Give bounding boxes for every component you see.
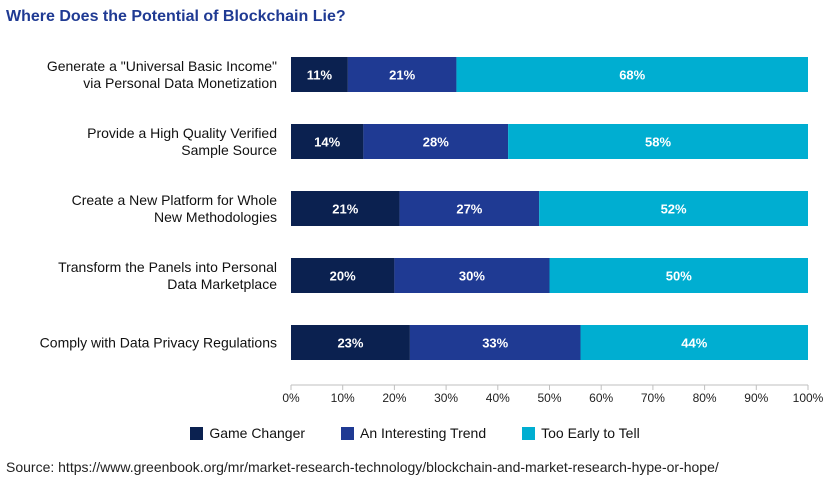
bar-segment [580,325,808,360]
category-label: Data Marketplace [167,276,277,292]
legend-swatch [341,426,355,440]
bar-segment [347,57,457,92]
bar-value-label: 23% [337,336,363,351]
bar-segment [508,124,808,159]
legend-item: Game Changer [190,425,305,441]
legend: Game Changer An Interesting Trend Too Earl… [0,425,830,441]
bar-value-label: 58% [645,135,671,150]
bar-segment [363,124,509,159]
category-label: Transform the Panels into Personal [58,259,277,275]
bar-segment [409,325,581,360]
bars: 11% 21% 68% 14% 28% 58% 21% 27% 52% 20% 30% 50% 23% 3… [291,57,808,360]
bar-value-label: 20% [330,269,356,284]
bar-value-label: 27% [456,202,482,217]
bar-segment [399,191,540,226]
legend-item: Too Early to Tell [522,425,640,441]
x-tick-label: 100% [793,391,824,405]
x-tick-label: 40% [486,391,510,405]
x-axis: 0% 10% 20% 30% 40% 50% 60% 70% 80% 90% 100% [282,384,824,405]
bar-value-label: 21% [332,202,358,217]
legend-item: An Interesting Trend [341,425,486,441]
bar-value-label: 30% [459,269,485,284]
x-tick-label: 30% [434,391,458,405]
bar-segment [394,258,550,293]
category-label: Provide a High Quality Verified [87,125,277,141]
chart-plot: Generate a "Universal Basic Income"via P… [40,57,824,405]
legend-swatch [522,426,536,440]
bar-segment [291,124,364,159]
bar-value-label: 28% [423,135,449,150]
source-note: Source: https://www.greenbook.org/mr/mar… [6,459,719,475]
bar-segment [291,258,395,293]
x-tick-label: 60% [589,391,613,405]
legend-label: Game Changer [209,425,306,441]
category-label: via Personal Data Monetization [83,75,277,91]
x-tick-label: 80% [693,391,717,405]
x-tick-label: 0% [282,391,300,405]
category-label: Create a New Platform for Whole [72,192,278,208]
x-tick-label: 20% [382,391,406,405]
bar-value-label: 52% [661,202,687,217]
bar-value-label: 33% [482,336,508,351]
category-label: New Methodologies [154,209,277,225]
bar-segment [539,191,808,226]
bar-segment [291,57,348,92]
x-tick-label: 50% [537,391,561,405]
bar-value-label: 21% [389,68,415,83]
legend-label: Too Early to Tell [541,425,640,441]
legend-swatch [190,426,204,440]
x-tick-label: 90% [744,391,768,405]
bar-segment [456,57,808,92]
bar-value-label: 50% [666,269,692,284]
x-tick-label: 10% [331,391,355,405]
chart-title: Where Does the Potential of Blockchain L… [6,8,346,25]
category-label: Comply with Data Privacy Regulations [40,335,277,351]
bar-segment [291,325,410,360]
bar-value-label: 44% [681,336,707,351]
category-labels: Generate a "Universal Basic Income"via P… [40,58,278,351]
category-label: Sample Source [181,142,277,158]
category-label: Generate a "Universal Basic Income" [47,58,277,74]
x-tick-label: 70% [641,391,665,405]
bar-value-label: 11% [307,68,333,83]
bar-segment [291,191,400,226]
legend-label: An Interesting Trend [360,425,487,441]
bar-value-label: 14% [314,135,340,150]
bar-segment [549,258,808,293]
bar-value-label: 68% [619,68,645,83]
